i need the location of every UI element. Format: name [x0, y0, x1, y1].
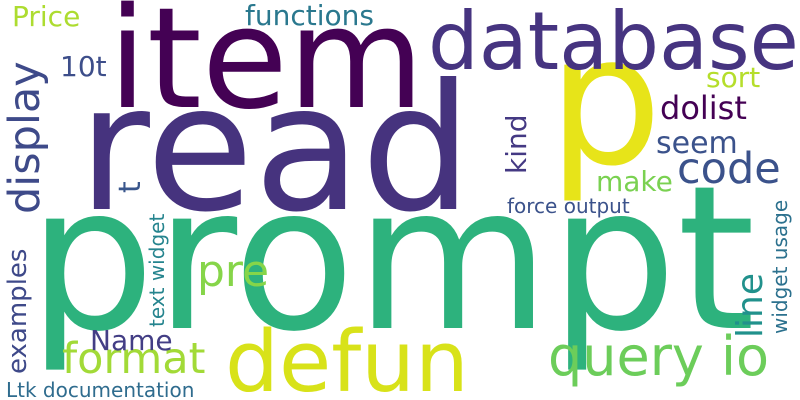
word-examples: examples — [3, 248, 33, 374]
word-item: item — [108, 0, 425, 141]
word-Price: Price — [12, 0, 81, 33]
word-Ltk-documentation: Ltk documentation — [6, 378, 195, 400]
word-kind: kind — [500, 114, 533, 174]
word-pre: pre — [197, 246, 270, 297]
word-database: database — [428, 0, 799, 88]
word-p: p — [548, 0, 663, 206]
word-seem: seem — [656, 126, 738, 161]
word-line: line — [730, 273, 771, 338]
word-format: format — [62, 334, 206, 384]
word-make: make — [596, 165, 673, 198]
word-force-output: force output — [507, 194, 630, 218]
word-prompt: prompt — [28, 143, 756, 376]
word-10t: 10t — [60, 50, 107, 83]
word-Name: Name — [90, 324, 173, 357]
word-sort: sort — [706, 61, 761, 94]
word-functions: functions — [245, 0, 374, 32]
word-defun: defun — [225, 313, 469, 400]
word-query-io: query io — [548, 325, 770, 388]
word-code: code — [677, 144, 781, 194]
word-read: read — [78, 48, 473, 251]
word-dolist: dolist — [660, 89, 747, 127]
word-t: t — [113, 181, 148, 193]
word-display: display — [0, 61, 50, 214]
word-widget-usage: widget usage — [768, 199, 792, 334]
word-text-widget: text widget — [145, 213, 169, 327]
